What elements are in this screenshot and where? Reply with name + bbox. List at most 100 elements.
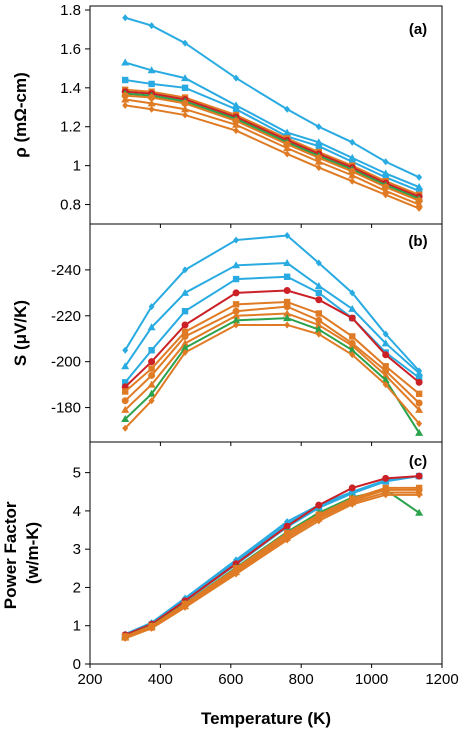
panel-b-series-1-point-0 <box>121 362 130 370</box>
panel-b-series-3-point-7 <box>382 351 390 359</box>
panel-b-series-2-point-2 <box>181 308 189 315</box>
panel-b-series-5-point-2 <box>181 332 189 340</box>
panel-c-series-8-point-6 <box>349 500 356 508</box>
panel-b-series-1-point-4 <box>283 259 292 267</box>
panel-b-series-6-point-8 <box>415 405 424 413</box>
panel-a-series-8-point-6 <box>349 177 356 185</box>
panel-a-series-7-point-7 <box>381 186 390 194</box>
panel-b-series-4-point-0 <box>122 388 129 395</box>
panel-b-series-5-point-0 <box>121 397 129 405</box>
panel-a-series-6-point-2 <box>181 99 189 107</box>
panel-c-ylabel-line1: Power Factor <box>1 501 20 609</box>
panel-c-series-4-point-8 <box>415 508 424 516</box>
panel-a-series-7-point-3 <box>232 120 241 128</box>
panel-a-series-1-point-0 <box>121 58 130 66</box>
panel-b-series-7-point-6 <box>348 346 357 354</box>
x-tick-label-3: 800 <box>289 671 314 688</box>
panel-c-series-3-point-8 <box>415 472 423 480</box>
panel-b-series-0-point-1 <box>148 303 155 311</box>
panel-b-series-8-point-0 <box>122 424 129 432</box>
panel-c-ytick-label-4: 4 <box>73 503 81 520</box>
panel-b-series-8-point-4 <box>284 321 291 329</box>
panel-a-series-7-point-8 <box>415 200 424 208</box>
panel-a-label: (a) <box>409 21 427 38</box>
x-tick-label-0: 200 <box>77 671 102 688</box>
panel-b-series-6-point-5 <box>314 320 323 328</box>
panel-c-ylabel: Power Factor (w/m-K) <box>1 497 42 609</box>
panel-b-series-7-point-7 <box>381 376 390 384</box>
panel-a-ylabel: ρ (mΩ-cm) <box>11 72 30 158</box>
panel-c-label: (c) <box>409 453 427 470</box>
x-tick-label-2: 600 <box>218 671 243 688</box>
panel-b-series-4-point-8 <box>415 390 423 398</box>
panel-a-series-2-point-6 <box>349 158 356 165</box>
panel-a-series-0-point-1 <box>148 22 155 30</box>
panel-b-ytick-label-3: -240 <box>51 262 81 279</box>
panel-a-series-2-point-3 <box>232 106 240 113</box>
panel-b-series-2-point-8 <box>415 374 423 381</box>
panel-b-series-2-point-3 <box>232 275 240 283</box>
panel-a-series-2-point-5 <box>315 142 322 150</box>
panel-a-series-7-point-1 <box>147 99 156 107</box>
panel-b-series-4-point-6 <box>349 333 356 340</box>
panel-a-series-8-point-1 <box>148 105 155 113</box>
panel-a-series-0-point-2 <box>182 39 189 47</box>
panel-b-series-7-point-5 <box>314 325 323 333</box>
panel-c-series-2-point-6 <box>349 490 356 497</box>
panel-a-series-0-point-8 <box>416 173 423 181</box>
panel-a-ytick-label-3: 1.4 <box>60 80 81 97</box>
panel-a-series-7-point-4 <box>283 144 292 152</box>
panel-c-series-3-point-6 <box>348 484 356 492</box>
panel-b-series-1-point-8 <box>415 369 424 377</box>
panel-b-series-6-point-3 <box>232 311 241 319</box>
panel-a-series-7-point-0 <box>121 95 130 103</box>
panel-b-series-6-point-0 <box>121 405 130 413</box>
panel-b-series-8-point-8 <box>416 420 423 428</box>
panel-a-series-0-point-0 <box>122 14 129 22</box>
panel-b-series-1-point-3 <box>232 261 241 269</box>
panel-a-series-8-point-3 <box>233 127 240 135</box>
panel-b-series-5-point-8 <box>415 399 423 407</box>
panel-b-series-3-point-5 <box>315 296 323 304</box>
panel-a-series-0-point-5 <box>315 123 322 131</box>
panel-a-series-1-point-1 <box>147 66 156 74</box>
panel-b-series-8-point-6 <box>349 351 356 359</box>
x-tick-label-1: 400 <box>148 671 173 688</box>
panel-b-series-2-point-0 <box>122 379 129 386</box>
panel-c-series-3-point-7 <box>382 474 390 482</box>
panel-b-label: (b) <box>408 233 427 250</box>
panel-b-series-0-point-5 <box>315 259 322 267</box>
panel-b-series-1-point-5 <box>314 281 323 289</box>
panel-c-series-8-point-4 <box>284 536 291 544</box>
panel-b-series-3-point-2 <box>181 321 189 329</box>
panel-a-series-8-point-8 <box>416 204 423 212</box>
panel-b-series-4-point-7 <box>382 363 389 370</box>
panel-c-series-8-point-1 <box>148 624 155 632</box>
panel-b-series-8-point-3 <box>233 321 240 329</box>
panel-b-series-7-point-8 <box>415 428 424 436</box>
panel-b-ytick-label-1: -200 <box>51 354 81 371</box>
panel-b-series-5-point-5 <box>315 316 323 324</box>
panel-b-series-7-point-1 <box>147 389 156 397</box>
panel-c-ytick-label-5: 5 <box>73 465 81 482</box>
panel-b-series-3-point-1 <box>148 358 156 366</box>
x-tick-label-4: 1000 <box>355 671 388 688</box>
panel-b-series-1-point-1 <box>147 323 156 331</box>
panel-a-series-7-point-2 <box>181 105 190 113</box>
panel-a-ytick-label-1: 1 <box>73 158 81 175</box>
panel-a-series-2-point-8 <box>415 187 423 195</box>
panel-b-series-7-point-4 <box>283 314 292 322</box>
panel-a-series-2-point-0 <box>122 76 129 84</box>
panel-b-series-5-point-4 <box>283 303 291 311</box>
chart-marks: 0.8 1 1.2 1.4 1.6 1.8 -180 -200 -220 -240 0 1 2 3 4 5 20… <box>51 2 459 688</box>
panel-b-ytick-label-2: -220 <box>51 308 81 325</box>
panel-c-ytick-label-1: 1 <box>73 618 81 635</box>
panel-b-series-3-point-8 <box>415 378 423 386</box>
panel-a-series-7-point-6 <box>348 171 357 179</box>
panel-b-series-2-point-5 <box>315 289 322 297</box>
panel-b-series-4-point-4 <box>283 298 291 306</box>
panel-a-series-8-point-7 <box>382 191 389 199</box>
panel-b-series-6-point-1 <box>147 380 156 388</box>
panel-b-series-0-point-2 <box>182 266 189 274</box>
